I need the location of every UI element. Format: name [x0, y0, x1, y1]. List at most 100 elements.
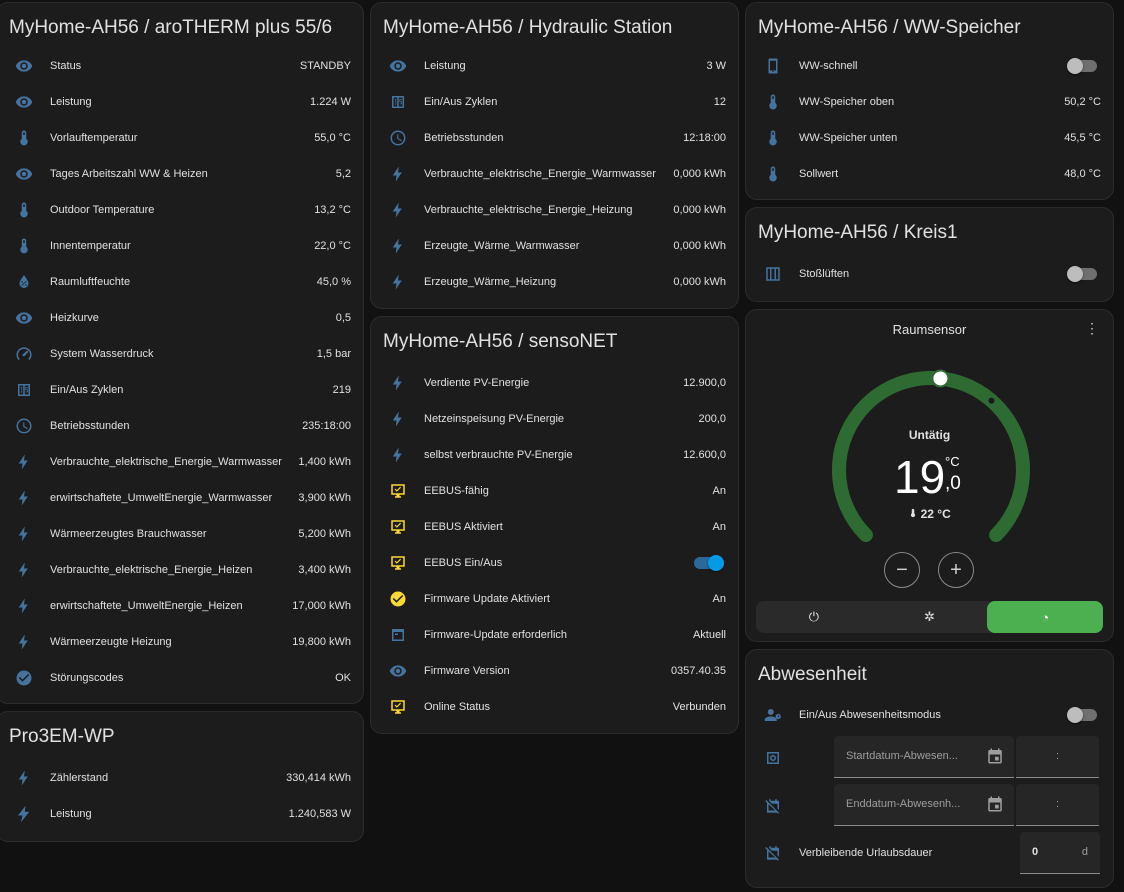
entity-value: 12 — [713, 96, 726, 108]
entity-row[interactable]: EEBUS-fähig An — [371, 473, 738, 509]
entity-row[interactable]: Zählerstand 330,414 kWh — [0, 760, 363, 796]
thermometer-icon — [12, 198, 36, 222]
temperature-dial[interactable] — [806, 360, 1056, 570]
decrease-temperature-button[interactable]: − — [884, 552, 920, 588]
entity-label: Störungscodes — [50, 672, 124, 684]
check-circle-icon — [12, 666, 36, 690]
power-mode-button[interactable]: ⏻ — [756, 601, 872, 633]
entity-row[interactable]: Verbrauchte_elektrische_Energie_Heizung 0… — [371, 192, 738, 228]
entity-label: Raumluftfeuchte — [50, 276, 131, 288]
entity-row[interactable]: WW-schnell — [746, 48, 1113, 84]
entity-row[interactable]: WW-Speicher unten 45,5 °C — [746, 120, 1113, 156]
thermometer-icon — [761, 126, 785, 150]
phone-icon — [761, 54, 785, 78]
entity-label: Verbrauchte_elektrische_Energie_Heizung — [424, 204, 633, 216]
end-date-input[interactable]: Enddatum-Abwesenh... — [834, 784, 1014, 826]
entity-row[interactable]: Ein/Aus Zyklen 219 — [0, 372, 363, 408]
entity-row[interactable]: Erzeugte_Wärme_Warmwasser 0,000 kWh — [371, 228, 738, 264]
entity-row[interactable]: EEBUS Ein/Aus — [371, 545, 738, 581]
package-icon — [386, 623, 410, 647]
entity-row[interactable]: Störungscodes OK — [0, 660, 363, 696]
flash-icon — [12, 594, 36, 618]
entity-row[interactable]: erwirtschaftete_UmweltEnergie_Warmwasser… — [0, 480, 363, 516]
entity-row[interactable]: Innentemperatur 22,0 °C — [0, 228, 363, 264]
entity-value: 13,2 °C — [314, 204, 351, 216]
entity-row[interactable]: Outdoor Temperature 13,2 °C — [0, 192, 363, 228]
entity-row[interactable]: Wärmeerzeugtes Brauchwasser 5,200 kWh — [0, 516, 363, 552]
entity-label: Betriebsstunden — [424, 132, 504, 144]
entity-row[interactable]: erwirtschaftete_UmweltEnergie_Heizen 17,0… — [0, 588, 363, 624]
entity-row[interactable]: Status STANDBY — [0, 48, 363, 84]
entity-row[interactable]: System Wasserdruck 1,5 bar — [0, 336, 363, 372]
card-title: MyHome-AH56 / Hydraulic Station — [383, 17, 673, 38]
entity-row[interactable]: Raumluftfeuchte 45,0 % — [0, 264, 363, 300]
calendar-icon[interactable] — [986, 747, 1004, 765]
entity-row[interactable]: Leistung 3 W — [371, 48, 738, 84]
thermometer-icon — [908, 507, 917, 519]
entity-row[interactable]: Tages Arbeitszahl WW & Heizen 5,2 — [0, 156, 363, 192]
entity-value: An — [712, 593, 726, 605]
entity-row[interactable]: Erzeugte_Wärme_Heizung 0,000 kWh — [371, 264, 738, 300]
entity-row[interactable]: Ein/Aus Zyklen 12 — [371, 84, 738, 120]
entity-value: 12.600,0 — [683, 449, 726, 461]
entity-label: Erzeugte_Wärme_Warmwasser — [424, 240, 580, 252]
entity-row[interactable]: selbst verbrauchte PV-Energie 12.600,0 — [371, 437, 738, 473]
entity-label: EEBUS-fähig — [424, 485, 489, 497]
entity-value: 19,800 kWh — [292, 636, 351, 648]
entity-toggle[interactable] — [1067, 58, 1097, 74]
entity-row[interactable]: Firmware Version 0357.40.35 — [371, 653, 738, 689]
entity-row[interactable]: Betriebsstunden 235:18:00 — [0, 408, 363, 444]
entity-row[interactable]: Firmware-Update erforderlich Aktuell — [371, 617, 738, 653]
entity-toggle[interactable] — [694, 555, 724, 571]
snowflake-sun-mode-button[interactable]: ✲ — [872, 601, 988, 633]
entity-row[interactable]: Verbrauchte_elektrische_Energie_Warmwass… — [371, 156, 738, 192]
entity-row[interactable]: Heizkurve 0,5 — [0, 300, 363, 336]
entity-row[interactable]: Verbrauchte_elektrische_Energie_Heizen 3,… — [0, 552, 363, 588]
more-menu-icon[interactable]: ⋮ — [1085, 320, 1099, 336]
away-mode-toggle[interactable] — [1067, 707, 1097, 723]
entity-value: 55,0 °C — [314, 132, 351, 144]
thermometer-icon — [12, 234, 36, 258]
entity-value: 5,200 kWh — [298, 528, 351, 540]
entity-label: Leistung — [424, 60, 466, 72]
entity-value: 12.900,0 — [683, 377, 726, 389]
start-time-input[interactable]: : — [1016, 736, 1099, 778]
entity-row[interactable]: Betriebsstunden 12:18:00 — [371, 120, 738, 156]
dial-handle[interactable] — [931, 369, 950, 388]
entity-row[interactable]: Netzeinspeisung PV-Energie 200,0 — [371, 401, 738, 437]
entity-label: Sollwert — [799, 168, 839, 180]
current-temperature: 22 °C — [746, 507, 1113, 521]
increase-temperature-button[interactable]: + — [938, 552, 974, 588]
flash-icon — [12, 766, 36, 790]
entity-value: An — [712, 521, 726, 533]
entity-value: 50,2 °C — [1064, 96, 1101, 108]
entity-row[interactable]: EEBUS Aktiviert An — [371, 509, 738, 545]
entity-value: 1,5 bar — [316, 348, 351, 360]
entity-label: Leistung — [50, 96, 92, 108]
entity-row[interactable]: Wärmeerzeugte Heizung 19,800 kWh — [0, 624, 363, 660]
entity-row[interactable]: Stoßlüften — [746, 256, 1113, 292]
entity-toggle[interactable] — [1067, 266, 1097, 282]
remaining-duration-input[interactable]: 0 d — [1020, 832, 1100, 874]
flash-icon — [386, 234, 410, 258]
away-mode-row[interactable]: Ein/Aus Abwesenheitsmodus — [758, 697, 1113, 733]
target-temperature: 19 — [894, 451, 946, 503]
auto-mode-button[interactable]: ◔ — [987, 601, 1104, 633]
eye-icon — [12, 90, 36, 114]
entity-value: 48,0 °C — [1064, 168, 1101, 180]
entity-row[interactable]: WW-Speicher oben 50,2 °C — [746, 84, 1113, 120]
entity-row[interactable]: Leistung 1.240,583 W — [0, 796, 363, 832]
calendar-icon[interactable] — [986, 795, 1004, 813]
start-date-input[interactable]: Startdatum-Abwesen... — [834, 736, 1014, 778]
end-time-input[interactable]: : — [1016, 784, 1099, 826]
entity-row[interactable]: Verbrauchte_elektrische_Energie_Warmwass… — [0, 444, 363, 480]
entity-row[interactable]: Firmware Update Aktiviert An — [371, 581, 738, 617]
entity-value: 0,5 — [335, 312, 351, 324]
entity-row[interactable]: Sollwert 48,0 °C — [746, 156, 1113, 192]
entity-row[interactable]: Online Status Verbunden — [371, 689, 738, 725]
entity-row[interactable]: Vorlauftemperatur 55,0 °C — [0, 120, 363, 156]
entity-row[interactable]: Verdiente PV-Energie 12.900,0 — [371, 365, 738, 401]
entity-label: Innentemperatur — [50, 240, 131, 252]
entity-row[interactable]: Leistung 1.224 W — [0, 84, 363, 120]
entity-value: STANDBY — [299, 60, 351, 72]
